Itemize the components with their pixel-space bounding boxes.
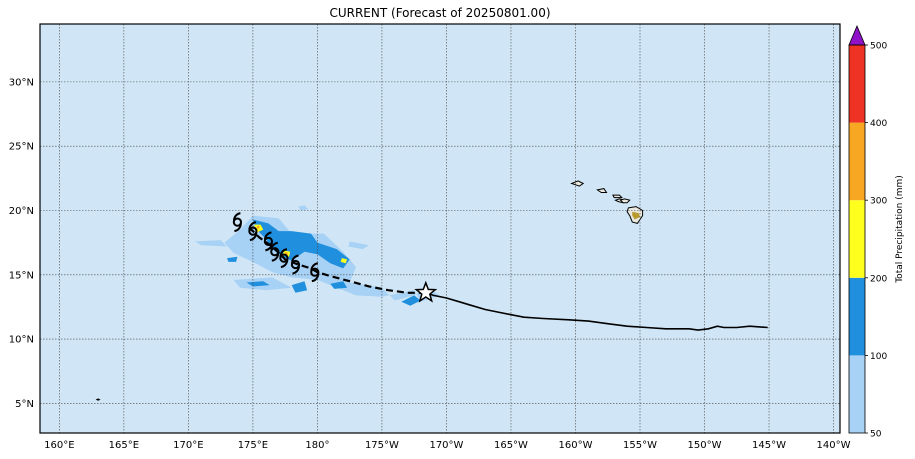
precip-area-8: [330, 281, 348, 289]
lon-tick-label-1: 165°E: [109, 440, 139, 451]
precip-area-4: [348, 241, 369, 250]
island-1: [596, 188, 608, 193]
precip-area-13: [340, 258, 348, 264]
island-layer: [95, 180, 644, 401]
axis-ticks: 160°E 165°E 170°E 175°E 180° 175°W 170°W 165°W 1…: [9, 77, 851, 451]
island-0: [570, 180, 585, 187]
colorbar-segment-0: [849, 355, 865, 433]
map-title: CURRENT (Forecast of 20250801.00): [329, 6, 551, 20]
precip-area-3: [298, 205, 309, 211]
lon-tick-label-6: 170°W: [429, 440, 463, 451]
lon-tick-label-0: 160°E: [44, 440, 74, 451]
island-2: [612, 194, 624, 199]
cyclone-symbol-0: [310, 262, 320, 283]
precip-area-5: [252, 219, 350, 269]
colorbar-extend-arrow: [848, 24, 866, 46]
lon-tick-label-4: 180°: [305, 440, 329, 451]
colorbar: 50 100 200 300 400 500: [848, 24, 887, 440]
lon-tick-label-8: 160°W: [558, 440, 592, 451]
colorbar-tick-label-1: 100: [870, 352, 887, 362]
colorbar-tick-label-5: 500: [870, 42, 887, 52]
lat-tick-label-4: 25°N: [9, 142, 34, 153]
precip-area-7: [291, 281, 308, 293]
lat-tick-label-5: 30°N: [9, 77, 34, 88]
storm-track: [232, 212, 768, 331]
cyclone-symbol-1: [290, 254, 301, 275]
precip-area-10: [227, 256, 238, 262]
precip-area-15: [285, 251, 288, 256]
observed-track-line: [425, 292, 768, 331]
colorbar-segment-2: [849, 200, 865, 278]
lon-tick-label-5: 175°W: [365, 440, 399, 451]
colorbar-segment-4: [849, 45, 865, 123]
forecast-track-line: [245, 225, 426, 294]
colorbar-tick-label-3: 300: [870, 197, 887, 207]
lat-tick-label-0: 5°N: [15, 399, 34, 410]
precip-area-1: [194, 240, 228, 247]
lon-tick-label-7: 165°W: [494, 440, 528, 451]
colorbar-tick-label-0: 50: [870, 430, 882, 440]
lat-tick-label-2: 15°N: [9, 270, 34, 281]
colorbar-frame: [848, 44, 866, 434]
colorbar-tick-label-4: 400: [870, 119, 887, 129]
colorbar-segment-3: [849, 122, 865, 201]
lon-tick-label-2: 170°E: [173, 440, 203, 451]
lon-tick-label-12: 140°W: [817, 440, 851, 451]
island-6: [95, 398, 101, 401]
lon-tick-label-11: 145°W: [752, 440, 786, 451]
island-4: [619, 198, 631, 204]
precip-area-9: [401, 295, 421, 306]
cyclone-symbol-6: [232, 212, 242, 233]
graticule: [40, 24, 840, 433]
cyclone-symbol-2: [279, 248, 289, 269]
lon-tick-label-3: 175°E: [238, 440, 268, 451]
cyclone-symbol-3: [270, 241, 280, 262]
map-frame: [39, 23, 841, 434]
colorbar-label: Total Precipitation (mm): [895, 175, 905, 284]
precip-area-14: [256, 225, 260, 229]
precip-area-6: [246, 281, 270, 287]
colorbar-tick-label-2: 200: [870, 274, 887, 284]
cyclone-symbol-4: [263, 231, 273, 252]
lon-tick-label-10: 150°W: [688, 440, 722, 451]
ocean-background: [40, 24, 840, 433]
island-terrain: [632, 211, 640, 220]
lon-tick-label-9: 155°W: [623, 440, 657, 451]
colorbar-segment-1: [849, 277, 865, 356]
cyclone-symbol-5: [248, 221, 258, 242]
lat-tick-label-3: 20°N: [9, 206, 34, 217]
precipitation-layer: [194, 205, 440, 306]
lat-tick-label-1: 10°N: [9, 335, 34, 346]
current-position-star-icon: [414, 280, 438, 303]
